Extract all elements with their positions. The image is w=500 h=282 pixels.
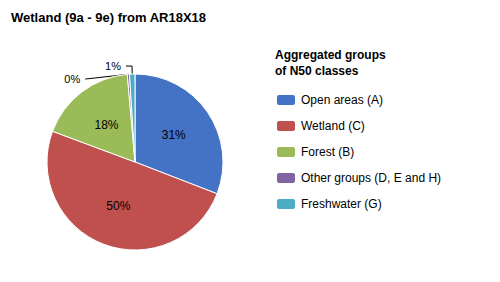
svg-text:Freshwater (G): Freshwater (G) [301, 197, 382, 211]
svg-text:Other groups (D, E and H): Other groups (D, E and H) [301, 171, 441, 185]
svg-text:Wetland (C): Wetland (C) [301, 119, 365, 133]
svg-text:18%: 18% [95, 118, 119, 132]
svg-text:31%: 31% [162, 128, 186, 142]
svg-text:1%: 1% [105, 60, 121, 72]
svg-text:Wetland (9a - 9e) from AR18X18: Wetland (9a - 9e) from AR18X18 [11, 10, 206, 25]
svg-text:of N50 classes: of N50 classes [275, 64, 359, 78]
svg-text:0%: 0% [64, 73, 80, 85]
svg-text:Aggregated groups: Aggregated groups [275, 48, 386, 62]
svg-text:Open areas (A): Open areas (A) [301, 93, 383, 107]
svg-text:50%: 50% [106, 199, 130, 213]
svg-text:Forest (B): Forest (B) [301, 145, 354, 159]
